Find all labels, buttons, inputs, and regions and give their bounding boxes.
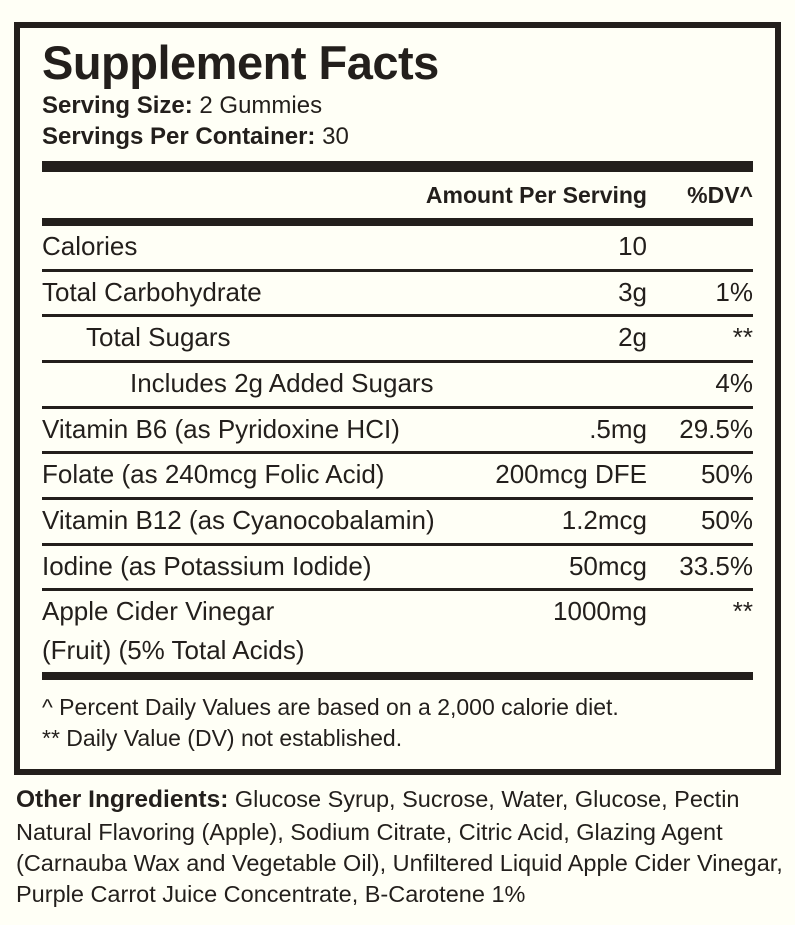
row-label: Includes 2g Added Sugars — [130, 368, 434, 399]
row-daily-value: ** — [732, 322, 753, 353]
row-amount: 3g — [618, 276, 647, 307]
row-amount: .5mg — [589, 413, 647, 444]
row-daily-value: 4% — [715, 368, 753, 399]
row-label: Vitamin B12 (as Cyanocobalamin) — [42, 504, 435, 535]
divider-above-footnotes — [42, 672, 753, 681]
row-divider — [42, 268, 753, 272]
other-ingredients-text: Glucose Syrup, Sucrose, Water, Glucose, … — [16, 786, 783, 908]
serving-size-label: Serving Size: — [42, 91, 193, 119]
table-row: Includes 2g Added Sugars 4% — [42, 363, 753, 406]
row-divider — [42, 588, 753, 592]
row-amount: 1000mg — [553, 596, 647, 627]
footnote-daily-value-not-established: ** Daily Value (DV) not established. — [42, 725, 403, 752]
table-row: Folate (as 240mcg Folic Acid) 200mcg DFE… — [42, 454, 753, 497]
row-daily-value: 50% — [700, 459, 753, 490]
servings-per-container-value: 30 — [322, 123, 349, 150]
footnotes: ^ Percent Daily Values are based on a 2,… — [42, 680, 753, 754]
row-amount: 2g — [618, 322, 647, 353]
row-daily-value: ** — [732, 596, 753, 627]
row-divider — [42, 360, 753, 364]
row-amount: 200mcg DFE — [495, 459, 647, 490]
row-label: Total Carbohydrate — [42, 276, 262, 307]
daily-value-header: %DV^ — [687, 182, 753, 209]
row-label: Folate (as 240mcg Folic Acid) — [42, 459, 385, 490]
row-daily-value: 29.5% — [679, 413, 753, 444]
row-divider — [42, 405, 753, 409]
table-row: Vitamin B12 (as Cyanocobalamin) 1.2mcg 5… — [42, 500, 753, 543]
row-amount: 10 — [618, 231, 647, 262]
row-divider — [42, 542, 753, 546]
row-amount: 1.2mcg — [561, 504, 647, 535]
supplement-facts-panel: Supplement Facts Serving Size: 2 Gummies… — [14, 22, 781, 775]
row-daily-value: 1% — [715, 276, 753, 307]
row-divider — [42, 451, 753, 455]
table-row: Total Sugars 2g ** — [42, 317, 753, 360]
row-label: Total Sugars — [86, 322, 231, 353]
table-row-apple-cider-vinegar: Apple Cider Vinegar 1000mg ** — [42, 591, 753, 634]
divider-below-servings — [42, 161, 753, 173]
row-label: Apple Cider Vinegar — [42, 596, 275, 627]
row-divider — [42, 496, 753, 500]
row-label-line2: (Fruit) (5% Total Acids) — [42, 634, 305, 665]
other-ingredients-section: Other Ingredients: Glucose Syrup, Sucros… — [16, 784, 786, 910]
servings-per-container-line: Servings Per Container: 30 — [42, 121, 753, 152]
row-label: Calories — [42, 231, 138, 262]
row-label: Vitamin B6 (as Pyridoxine HCI) — [42, 413, 400, 444]
row-daily-value: 50% — [700, 504, 753, 535]
serving-size-line: Serving Size: 2 Gummies — [42, 90, 753, 121]
row-daily-value: 33.5% — [679, 550, 753, 581]
panel-title: Supplement Facts — [42, 36, 439, 89]
table-row: Iodine (as Potassium Iodide) 50mcg 33.5% — [42, 546, 753, 589]
servings-per-container-label: Servings Per Container: — [42, 123, 316, 150]
row-amount: 50mcg — [568, 550, 647, 581]
nutrient-rows: Calories 10 Total Carbohydrate 3g 1% Tot… — [42, 226, 753, 672]
table-row: Calories 10 — [42, 226, 753, 269]
table-column-headers: Amount Per Serving %DV^ — [42, 172, 753, 218]
table-row: Total Carbohydrate 3g 1% — [42, 272, 753, 315]
table-row: Vitamin B6 (as Pyridoxine HCI) .5mg 29.5… — [42, 409, 753, 452]
other-ingredients-label: Other Ingredients: — [16, 786, 229, 813]
divider-below-column-headers — [42, 218, 753, 227]
serving-size-value: 2 Gummies — [199, 91, 323, 119]
row-label-continued-line: (Fruit) (5% Total Acids) — [42, 634, 753, 673]
row-divider — [42, 314, 753, 318]
amount-per-serving-header: Amount Per Serving — [425, 182, 647, 209]
footnote-percent-daily-values: ^ Percent Daily Values are based on a 2,… — [42, 694, 619, 721]
row-label: Iodine (as Potassium Iodide) — [42, 550, 372, 581]
